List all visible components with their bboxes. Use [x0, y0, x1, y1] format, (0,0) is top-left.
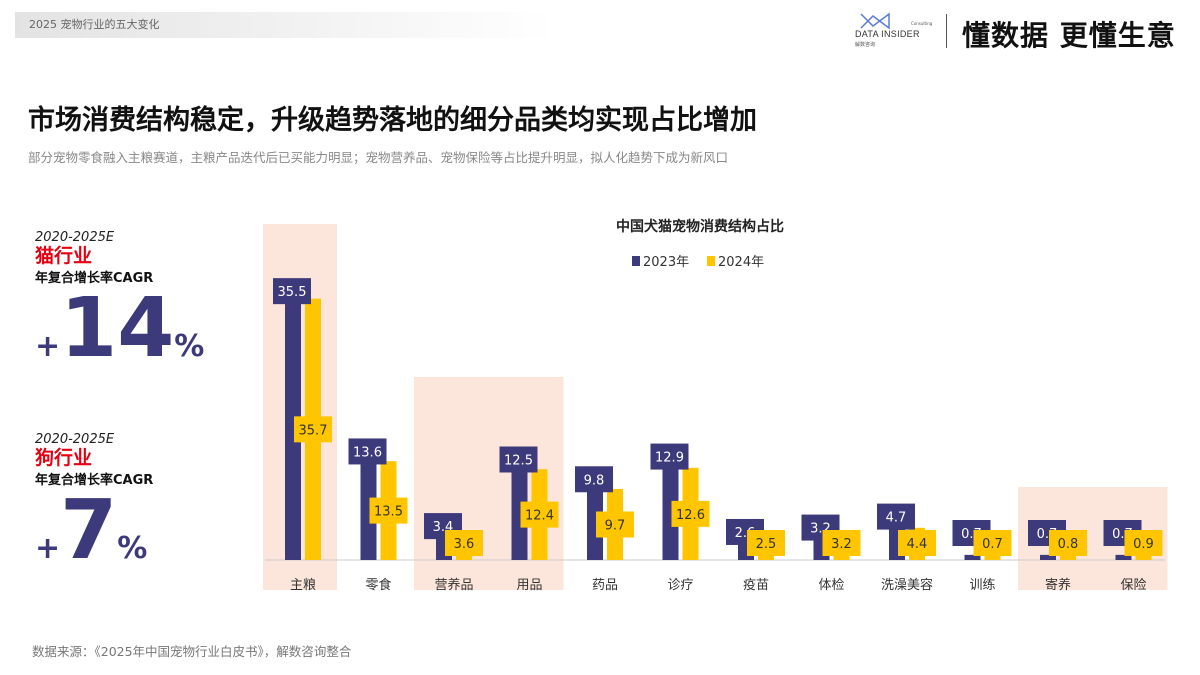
x-tick-label: 洗澡美容 — [881, 577, 933, 593]
chart-title: 中国犬猫宠物消费结构占比 — [616, 218, 784, 235]
data-label-bg-2023 — [499, 446, 538, 473]
data-label-2023: 12.9 — [655, 451, 684, 466]
legend-label: 2024年 — [718, 255, 764, 270]
data-label-2024: 12.4 — [525, 509, 554, 524]
data-label-bg-2024 — [1049, 530, 1087, 556]
data-label-2023: 35.5 — [278, 285, 307, 300]
data-label-2024: 9.7 — [605, 518, 626, 533]
data-label-2023: 13.6 — [353, 445, 382, 460]
divider — [946, 14, 947, 48]
x-tick-label: 诊疗 — [667, 578, 693, 593]
kpi-value: +7% — [35, 483, 148, 578]
kpi-dog: 2020-2025E 狗行业 年复合增长率CAGR +7% — [35, 432, 153, 590]
data-label-2024: 4.4 — [907, 537, 928, 552]
bar-2024 — [984, 554, 1001, 560]
logo-small-text: Consulting — [911, 21, 933, 26]
data-label-2023: 4.7 — [886, 511, 907, 526]
logo-subtext: 解数咨询 — [855, 42, 876, 48]
data-label-bg-2024 — [822, 530, 861, 556]
legend-label: 2023年 — [643, 255, 689, 270]
x-tick-label: 保险 — [1120, 578, 1146, 593]
data-label-bg-2024 — [747, 530, 785, 556]
data-label-2024: 35.7 — [299, 423, 328, 438]
data-label-bg-2024 — [445, 530, 483, 556]
x-tick-label: 训练 — [969, 578, 995, 593]
bar-2023 — [587, 488, 603, 560]
x-tick-label: 体检 — [818, 578, 844, 593]
page-title: 市场消费结构稳定，升级趋势落地的细分品类均实现占比增加 — [28, 105, 757, 136]
data-label-bg-2024 — [596, 511, 634, 538]
x-tick-label: 用品 — [516, 578, 542, 593]
kpi-cat: 2020-2025E 猫行业 年复合增长率CAGR +14% — [35, 230, 204, 388]
data-label-2024: 0.9 — [1133, 537, 1154, 552]
data-label-bg-2024 — [973, 530, 1012, 556]
x-tick-label: 寄养 — [1045, 577, 1071, 593]
data-label-bg-2023 — [575, 466, 613, 493]
logo-text: DATA INSIDER — [855, 29, 920, 39]
data-label-2024: 0.8 — [1058, 537, 1079, 552]
legend-swatch — [707, 256, 715, 266]
bar-2023 — [360, 460, 377, 560]
data-label-bg-2023 — [348, 438, 387, 465]
data-label-bg-2024 — [294, 416, 332, 443]
logo-mark-icon — [860, 12, 890, 30]
data-label-2024: 13.5 — [374, 505, 403, 520]
data-label-bg-2023 — [877, 503, 915, 530]
data-source: 数据来源：《2025年中国宠物行业白皮书》，解数咨询整合 — [32, 644, 352, 659]
x-tick-label: 疫苗 — [743, 577, 769, 593]
data-label-2024: 3.6 — [454, 537, 475, 552]
kpi-label: 年复合增长率CAGR — [35, 473, 154, 488]
x-tick-label: 主粮 — [290, 578, 316, 593]
kpi-value: +14% — [35, 281, 205, 376]
bar-2023 — [1115, 554, 1132, 560]
bar-2023 — [964, 554, 981, 560]
bar-2024 — [1135, 553, 1152, 560]
kpi-period: 2020-2025E — [35, 432, 115, 447]
x-tick-label: 营养品 — [434, 577, 473, 593]
data-label-2023: 9.8 — [584, 473, 605, 488]
data-label-bg-2024 — [671, 500, 710, 527]
x-tick-label: 零食 — [365, 577, 391, 593]
data-label-bg-2023 — [650, 443, 689, 470]
data-label-2024: 12.6 — [676, 508, 705, 523]
data-label-bg-2024 — [520, 501, 559, 528]
data-label-2024: 2.5 — [756, 537, 777, 552]
kpi-label: 年复合增长率CAGR — [35, 271, 154, 286]
data-insider-logo: Consulting DATA INSIDER 解数咨询 — [855, 12, 935, 48]
kpi-industry: 猫行业 — [35, 245, 93, 267]
breadcrumb: 2025 宠物行业的五大变化 — [15, 12, 555, 38]
bar-2023 — [285, 300, 301, 560]
data-label-bg-2024 — [898, 530, 936, 556]
data-label-bg-2023 — [273, 278, 311, 305]
data-label-bg-2024 — [369, 497, 408, 524]
data-label-2024: 3.2 — [831, 537, 852, 552]
bar-2023 — [662, 465, 679, 560]
x-tick-label: 药品 — [592, 578, 618, 593]
page-subtitle: 部分宠物零食融入主粮赛道，主粮产品迭代后已买能力明显；宠物营养品、宠物保险等占比… — [28, 150, 729, 165]
kpi-industry: 狗行业 — [35, 447, 93, 469]
data-label-2023: 12.5 — [504, 454, 533, 469]
slogan: 懂数据 更懂生意 — [962, 19, 1176, 52]
legend-swatch — [632, 256, 640, 266]
data-label-bg-2024 — [1124, 530, 1163, 556]
bar-2023 — [1040, 554, 1056, 560]
kpi-period: 2020-2025E — [35, 230, 115, 245]
bar-2024 — [1060, 554, 1076, 560]
data-label-2024: 0.7 — [982, 537, 1003, 552]
bar-2023 — [511, 468, 528, 560]
